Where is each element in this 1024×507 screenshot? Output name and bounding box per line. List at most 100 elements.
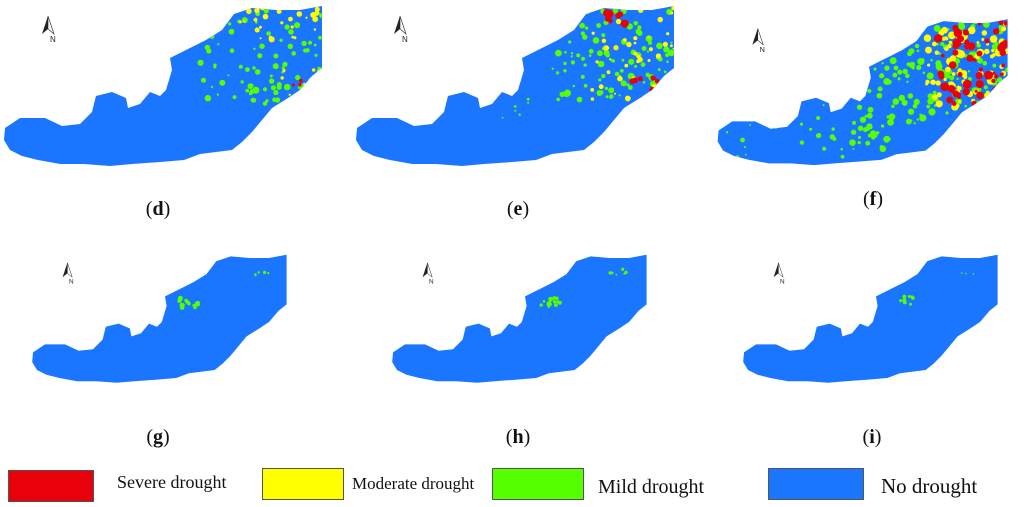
drought-patch xyxy=(210,85,214,88)
drought-patch xyxy=(849,139,856,146)
drought-patch xyxy=(598,78,602,82)
drought-patch xyxy=(927,97,934,105)
map-panel-d: N xyxy=(0,0,340,200)
drought-patch xyxy=(933,24,941,32)
drought-patch xyxy=(889,57,897,65)
drought-patch xyxy=(881,62,884,65)
drought-patch xyxy=(859,116,867,123)
drought-patch xyxy=(907,295,911,299)
drought-patch xyxy=(583,63,587,67)
caption-d: (d) xyxy=(128,198,188,221)
drought-patch xyxy=(852,148,855,150)
drought-patch xyxy=(1001,42,1007,48)
drought-patch xyxy=(743,146,746,149)
drought-patch xyxy=(983,21,990,28)
map-svg-h: N xyxy=(392,254,647,383)
drought-patch xyxy=(580,56,586,61)
drought-patch xyxy=(967,114,973,119)
drought-patch xyxy=(558,300,562,304)
drought-patch xyxy=(556,97,560,102)
drought-patch xyxy=(991,43,999,51)
drought-patch xyxy=(907,93,914,99)
drought-patch xyxy=(916,49,920,53)
drought-patch xyxy=(253,47,256,50)
drought-patch xyxy=(913,98,920,105)
drought-patch xyxy=(259,43,265,49)
drought-patch xyxy=(725,131,729,134)
drought-patch xyxy=(282,61,288,67)
drought-patch xyxy=(998,93,1003,99)
drought-patch xyxy=(627,85,633,90)
drought-patch xyxy=(227,74,230,77)
drought-patch xyxy=(983,85,988,90)
drought-patch xyxy=(945,111,949,115)
drought-patch xyxy=(996,77,1003,83)
drought-patch xyxy=(605,52,610,58)
drought-patch xyxy=(956,85,960,90)
drought-patch xyxy=(576,96,583,103)
region-base xyxy=(4,6,322,166)
drought-patch xyxy=(215,8,221,13)
drought-patch xyxy=(515,88,518,91)
drought-patch xyxy=(301,40,307,47)
drought-patch xyxy=(246,8,252,15)
drought-patch xyxy=(608,87,615,94)
drought-patch xyxy=(514,109,517,112)
drought-patch xyxy=(596,50,603,57)
drought-patch xyxy=(976,43,981,48)
drought-patch xyxy=(228,22,232,26)
drought-patch xyxy=(905,73,910,79)
drought-patch xyxy=(887,118,894,126)
drought-patch xyxy=(315,93,319,97)
drought-patch xyxy=(969,108,976,115)
caption-letter: g xyxy=(153,426,163,448)
drought-patch xyxy=(294,22,301,29)
drought-patch xyxy=(303,82,306,86)
legend-swatch-severe xyxy=(8,470,94,502)
drought-patch xyxy=(555,296,559,301)
drought-patch xyxy=(1004,112,1008,119)
drought-patch xyxy=(219,79,226,86)
drought-patch xyxy=(639,96,647,103)
drought-patch xyxy=(272,97,277,103)
drought-patch xyxy=(840,154,845,159)
drought-patch xyxy=(663,70,667,74)
drought-patch xyxy=(774,106,780,111)
drought-patch xyxy=(305,16,308,19)
drought-patch xyxy=(948,40,953,45)
drought-patch xyxy=(666,60,669,63)
drought-patch xyxy=(559,91,565,98)
drought-patch xyxy=(624,63,629,68)
drought-patch xyxy=(287,43,293,49)
drought-patch xyxy=(576,53,581,58)
drought-patch xyxy=(938,73,945,80)
caption-g: (g) xyxy=(128,426,188,449)
drought-patch xyxy=(265,99,269,103)
drought-patch xyxy=(262,87,268,92)
north-arrow-icon: N xyxy=(62,262,74,286)
drought-patch xyxy=(910,295,914,299)
drought-patch xyxy=(262,101,268,106)
drought-patch xyxy=(880,124,885,128)
drought-patch xyxy=(956,94,961,99)
drought-patch xyxy=(934,34,943,43)
drought-patch xyxy=(662,95,669,102)
drought-patch xyxy=(641,46,647,51)
drought-patch xyxy=(670,71,674,77)
drought-patch xyxy=(661,84,669,92)
north-arrow-icon: N xyxy=(422,262,434,286)
drought-patch xyxy=(967,70,971,73)
drought-patch xyxy=(670,44,673,48)
north-label: N xyxy=(780,279,785,286)
drought-patch xyxy=(213,65,217,69)
drought-patch xyxy=(292,83,295,87)
drought-patch xyxy=(975,100,981,106)
drought-patch xyxy=(645,72,650,78)
drought-patch xyxy=(953,28,963,38)
drought-patch xyxy=(260,6,265,11)
drought-patch xyxy=(649,86,655,93)
drought-patch xyxy=(962,29,969,36)
caption-close: ) xyxy=(523,426,531,448)
drought-patch xyxy=(567,27,572,32)
caption-close: ) xyxy=(876,188,883,210)
